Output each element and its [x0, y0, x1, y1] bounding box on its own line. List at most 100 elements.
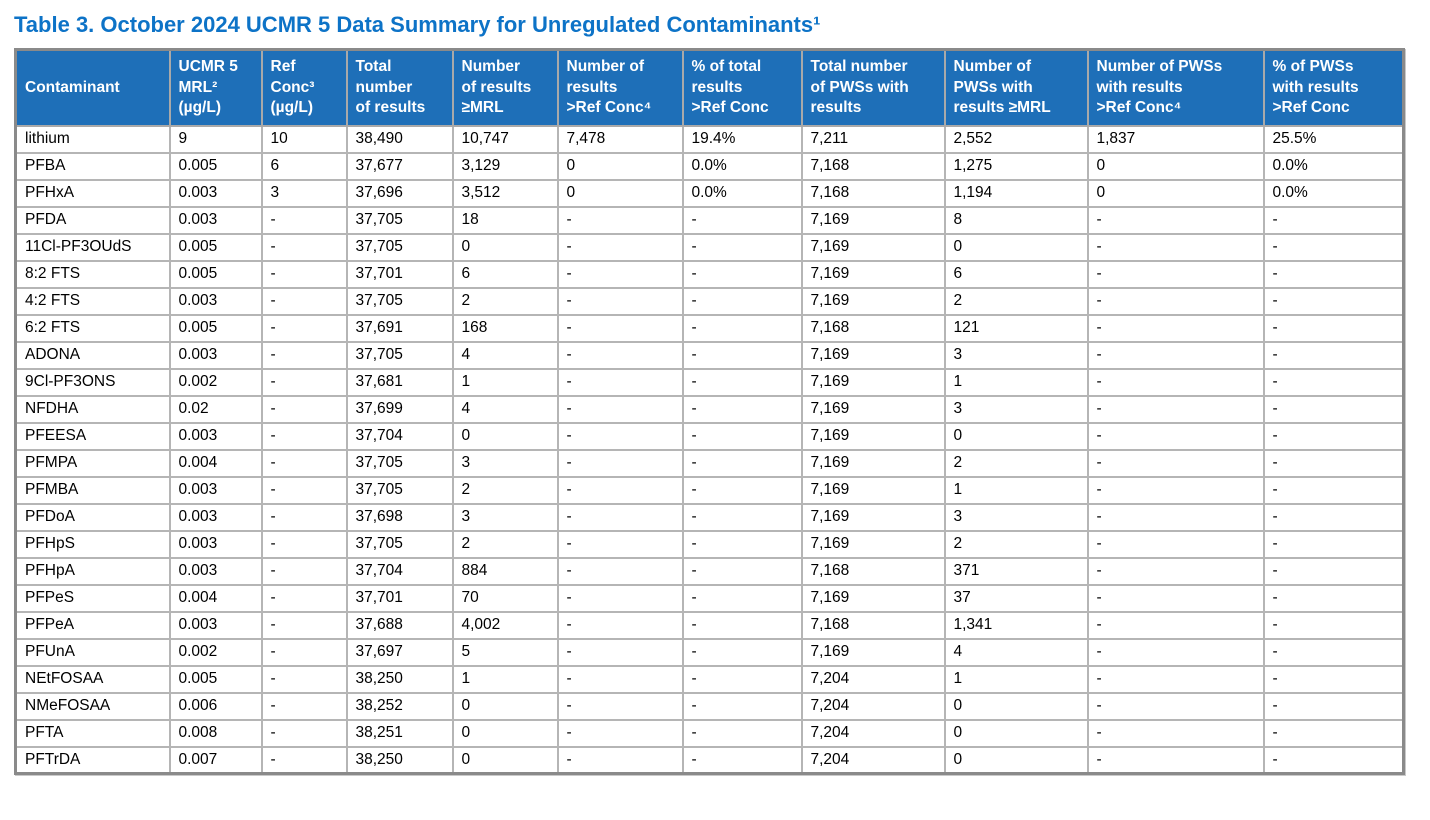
value-cell: -: [1262, 286, 1405, 316]
value-cell: 0.003: [168, 178, 263, 208]
column-header-contaminant: Contaminant: [14, 48, 171, 127]
value-cell: -: [260, 556, 348, 586]
table-row: PFUnA 0.002-37,697 5- -7,169 4- -: [14, 637, 1405, 667]
value-cell: -: [556, 502, 684, 532]
value-cell: 3: [451, 502, 559, 532]
value-cell: 37: [943, 583, 1089, 613]
table-row: PFHpS 0.003-37,705 2- -7,169 2- -: [14, 529, 1405, 559]
contaminant-cell: PFDA: [14, 205, 171, 235]
value-cell: 37,697: [345, 637, 454, 667]
value-cell: -: [260, 718, 348, 748]
value-cell: -: [1262, 529, 1405, 559]
value-cell: -: [681, 637, 803, 667]
value-cell: -: [1086, 367, 1265, 397]
value-cell: 37,705: [345, 232, 454, 262]
value-cell: 3: [260, 178, 348, 208]
table-row: PFPeS 0.004-37,701 70- -7,169 37- -: [14, 583, 1405, 613]
value-cell: -: [1086, 745, 1265, 775]
contaminant-cell: PFMBA: [14, 475, 171, 505]
table-row: PFDoA 0.003-37,698 3- -7,169 3- -: [14, 502, 1405, 532]
contaminant-cell: PFUnA: [14, 637, 171, 667]
value-cell: -: [260, 259, 348, 289]
value-cell: 2: [451, 475, 559, 505]
column-header-ucmr5-mrl: UCMR 5 MRL² (µg/L): [168, 48, 263, 127]
value-cell: 7,169: [800, 448, 946, 478]
value-cell: 1: [451, 664, 559, 694]
value-cell: 7,168: [800, 556, 946, 586]
column-header-total-number-of-pwss-with-results: Total number of PWSs with results: [800, 48, 946, 127]
value-cell: -: [260, 610, 348, 640]
table-row: 9Cl-PF3ONS 0.002-37,681 1- -7,169 1- -: [14, 367, 1405, 397]
value-cell: -: [260, 448, 348, 478]
value-cell: 37,705: [345, 340, 454, 370]
value-cell: 2: [943, 529, 1089, 559]
value-cell: 0: [451, 232, 559, 262]
value-cell: -: [681, 286, 803, 316]
value-cell: -: [1086, 448, 1265, 478]
value-cell: 2: [943, 286, 1089, 316]
value-cell: 0.003: [168, 610, 263, 640]
value-cell: 4: [451, 394, 559, 424]
value-cell: 37,698: [345, 502, 454, 532]
value-cell: 6: [943, 259, 1089, 289]
value-cell: 2: [943, 448, 1089, 478]
value-cell: -: [556, 232, 684, 262]
value-cell: -: [1086, 637, 1265, 667]
value-cell: -: [681, 610, 803, 640]
value-cell: 4,002: [451, 610, 559, 640]
contaminant-cell: PFMPA: [14, 448, 171, 478]
value-cell: 1,194: [943, 178, 1089, 208]
value-cell: -: [681, 232, 803, 262]
value-cell: -: [556, 313, 684, 343]
contaminant-cell: PFDoA: [14, 502, 171, 532]
value-cell: -: [556, 664, 684, 694]
value-cell: -: [556, 448, 684, 478]
value-cell: -: [681, 448, 803, 478]
value-cell: -: [1086, 313, 1265, 343]
table-row: PFPeA 0.003-37,688 4,002- -7,168 1,341- -: [14, 610, 1405, 640]
value-cell: -: [681, 421, 803, 451]
value-cell: -: [1262, 475, 1405, 505]
value-cell: 0: [943, 421, 1089, 451]
value-cell: -: [260, 367, 348, 397]
table-row: ADONA 0.003-37,705 4- -7,169 3- -: [14, 340, 1405, 370]
contaminant-cell: 11Cl-PF3OUdS: [14, 232, 171, 262]
value-cell: 0: [451, 691, 559, 721]
value-cell: 10: [260, 124, 348, 154]
value-cell: 37,699: [345, 394, 454, 424]
value-cell: 7,478: [556, 124, 684, 154]
value-cell: 37,701: [345, 259, 454, 289]
value-cell: -: [556, 637, 684, 667]
value-cell: -: [1262, 340, 1405, 370]
table-row: 11Cl-PF3OUdS 0.005-37,705 0- -7,169 0- -: [14, 232, 1405, 262]
value-cell: -: [556, 340, 684, 370]
value-cell: 6: [260, 151, 348, 181]
value-cell: 2: [451, 286, 559, 316]
contaminant-cell: PFHpS: [14, 529, 171, 559]
contaminant-cell: 4:2 FTS: [14, 286, 171, 316]
table-row: PFBA 0.005 6 37,677 3,129 0 0.0% 7,168 1,275 0 0.0…: [14, 151, 1405, 181]
value-cell: -: [260, 691, 348, 721]
value-cell: 0.0%: [1262, 151, 1405, 181]
value-cell: 1,837: [1086, 124, 1265, 154]
value-cell: 38,250: [345, 664, 454, 694]
value-cell: 3: [451, 448, 559, 478]
value-cell: -: [556, 556, 684, 586]
value-cell: -: [1262, 502, 1405, 532]
value-cell: 10,747: [451, 124, 559, 154]
value-cell: -: [260, 340, 348, 370]
value-cell: 1: [943, 367, 1089, 397]
value-cell: -: [556, 421, 684, 451]
value-cell: -: [556, 745, 684, 775]
value-cell: 1,341: [943, 610, 1089, 640]
value-cell: 0.02: [168, 394, 263, 424]
value-cell: 37,705: [345, 529, 454, 559]
value-cell: -: [260, 286, 348, 316]
contaminant-cell: PFTA: [14, 718, 171, 748]
value-cell: -: [681, 583, 803, 613]
value-cell: 7,169: [800, 394, 946, 424]
value-cell: -: [1262, 367, 1405, 397]
value-cell: 0.008: [168, 718, 263, 748]
value-cell: -: [1086, 610, 1265, 640]
